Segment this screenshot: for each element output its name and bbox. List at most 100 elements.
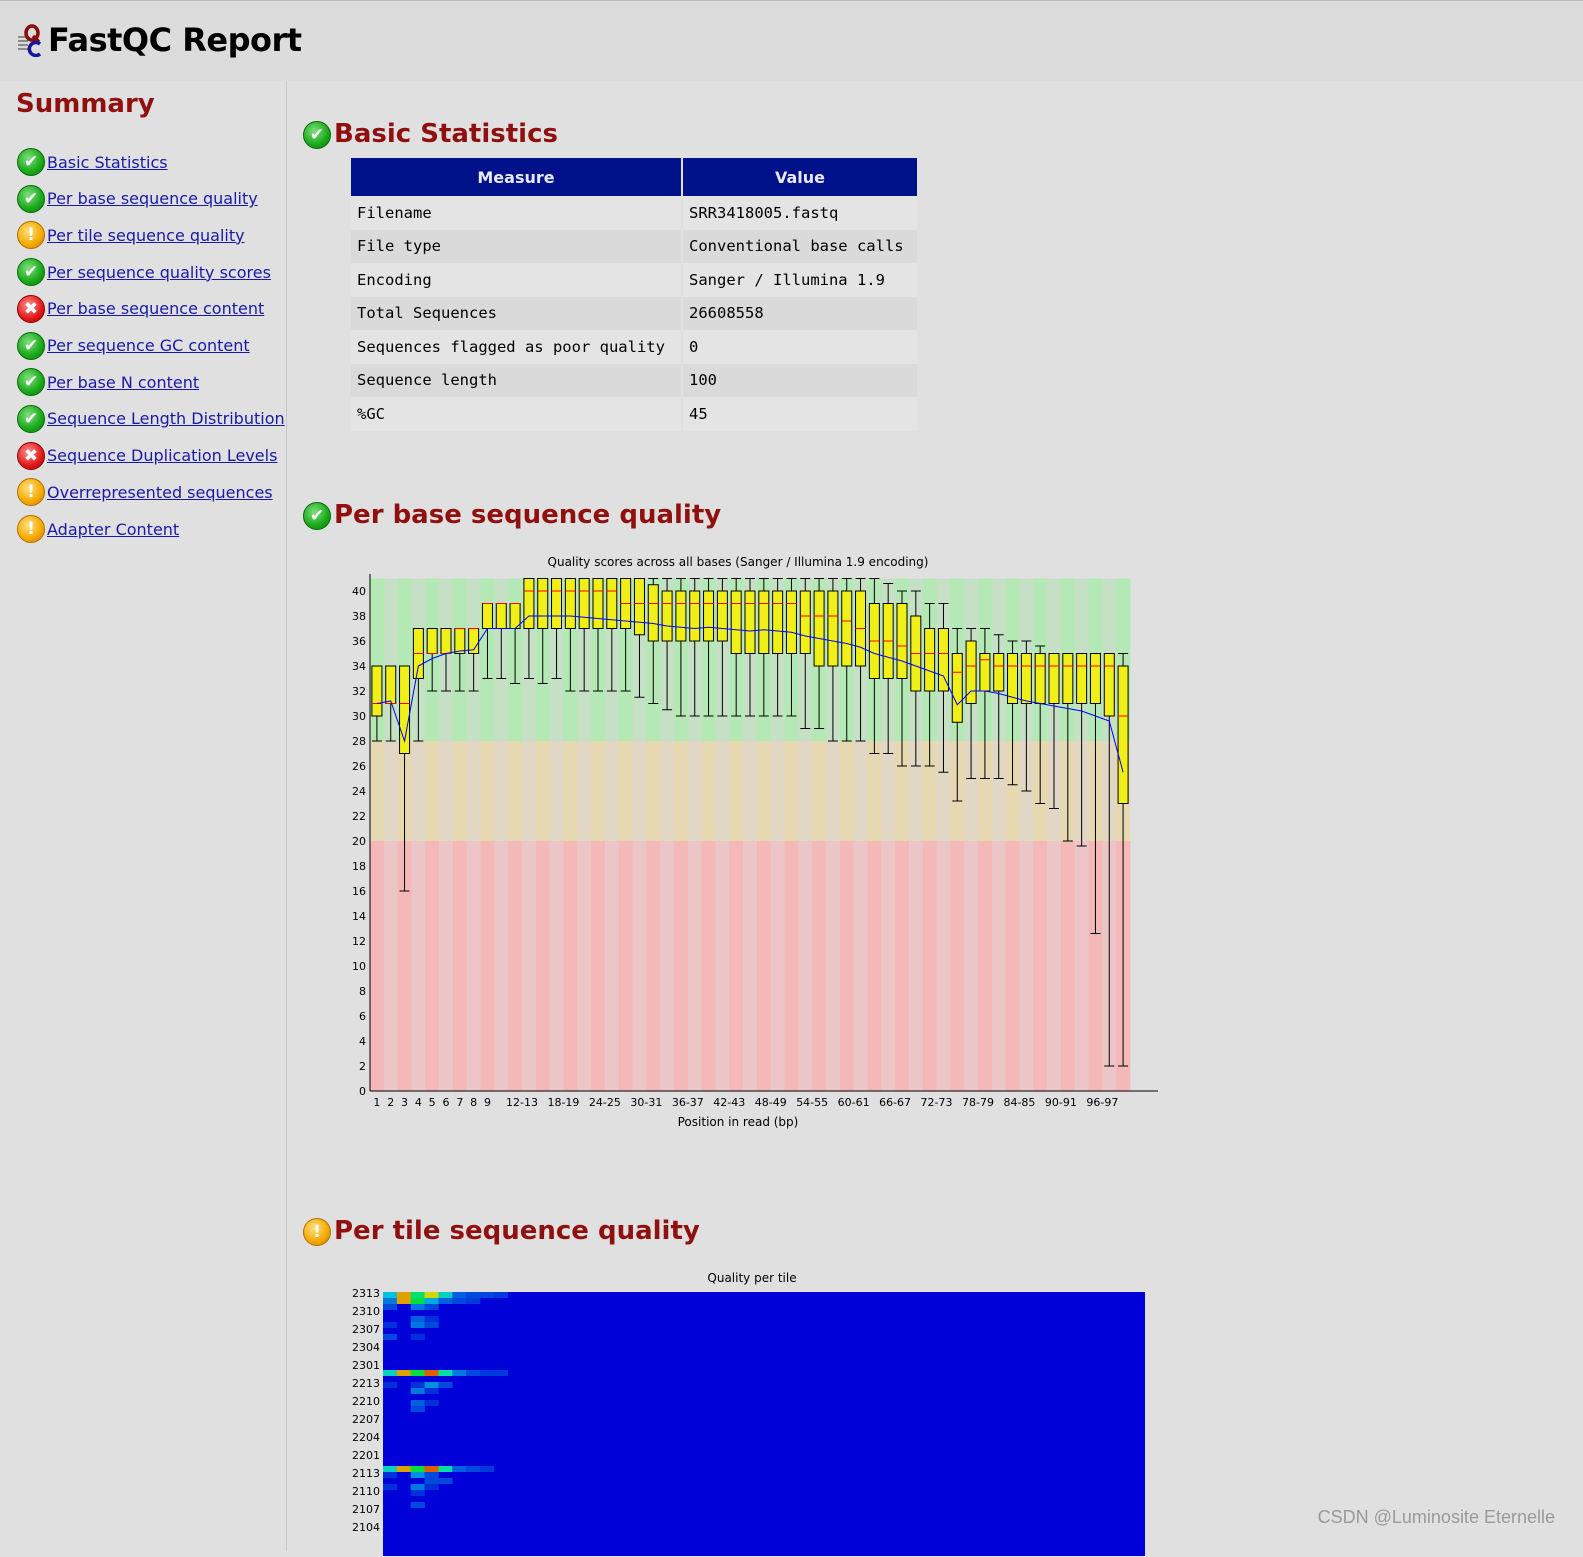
quality-band xyxy=(425,741,440,841)
y-tick-label: 18 xyxy=(352,860,366,873)
y-tick-label: 2304 xyxy=(352,1341,380,1354)
value-cell: Conventional base calls xyxy=(683,229,917,263)
quality-band xyxy=(439,841,454,1091)
x-tick-label: 12-13 xyxy=(506,1096,538,1109)
box xyxy=(481,603,493,629)
box xyxy=(523,578,535,629)
sidebar-item[interactable]: ! Per tile sequence quality xyxy=(17,220,245,250)
sidebar-link[interactable]: Per base sequence quality xyxy=(47,189,258,209)
quality-band xyxy=(1088,841,1103,1091)
box xyxy=(1062,653,1074,704)
heatmap-cell xyxy=(410,1484,425,1490)
quality-band xyxy=(577,841,592,1091)
table-row: Encoding Sanger / Illumina 1.9 xyxy=(351,263,917,297)
value-cell: 45 xyxy=(683,397,917,431)
sidebar-link[interactable]: Adapter Content xyxy=(47,519,180,539)
heatmap-cell xyxy=(410,1382,425,1388)
x-tick-label: 84-85 xyxy=(1003,1096,1035,1109)
box xyxy=(841,590,853,667)
heatmap-cell xyxy=(410,1400,425,1406)
x-tick-label: 66-67 xyxy=(879,1096,911,1109)
sidebar-link[interactable]: Per base N content xyxy=(47,372,200,392)
quality-band xyxy=(549,841,564,1091)
heatmap-cell xyxy=(383,1370,398,1376)
quality-band xyxy=(770,841,785,1091)
quality-band xyxy=(687,841,702,1091)
sidebar-link[interactable]: Per tile sequence quality xyxy=(47,225,245,245)
heatmap-cell xyxy=(438,1292,453,1298)
x-tick-label: 3 xyxy=(401,1096,408,1109)
quality-band xyxy=(895,841,910,1091)
sidebar-item[interactable]: ✖ Sequence Duplication Levels xyxy=(17,441,277,471)
per-tile-quality-heatmap: Quality per tile 2313 2310 2307 2304 2301 2213… xyxy=(352,1271,1145,1556)
sidebar-link[interactable]: Basic Statistics xyxy=(47,152,168,172)
quality-band xyxy=(591,841,606,1091)
box xyxy=(564,578,576,629)
y-tick-label: 2110 xyxy=(352,1485,380,1498)
y-tick-label: 0 xyxy=(359,1085,366,1098)
sidebar-link[interactable]: Sequence Length Distribution xyxy=(47,409,285,429)
quality-band xyxy=(784,841,799,1091)
table-row: Sequences flagged as poor quality 0 xyxy=(351,330,917,364)
sidebar-link[interactable]: Per sequence quality scores xyxy=(47,262,271,282)
heatmap-cell xyxy=(424,1382,439,1388)
pass-icon: ✔ xyxy=(17,368,45,397)
box xyxy=(1020,653,1032,704)
y-tick-label: 2104 xyxy=(352,1521,380,1534)
box xyxy=(799,590,811,654)
sidebar-item[interactable]: ! Overrepresented sequences xyxy=(17,477,273,507)
sidebar-item[interactable]: ✔ Basic Statistics xyxy=(17,147,168,177)
section-basic-statistics: ✔ Basic Statistics xyxy=(303,119,558,149)
x-tick-label: 7 xyxy=(456,1096,463,1109)
heatmap-cell xyxy=(424,1472,439,1478)
x-tick-label: 4 xyxy=(415,1096,422,1109)
box xyxy=(965,640,977,704)
heatmap-cell xyxy=(438,1382,453,1388)
sidebar-item[interactable]: ✔ Per sequence GC content xyxy=(17,331,250,361)
y-tick-label: 2210 xyxy=(352,1395,380,1408)
box xyxy=(785,590,797,654)
mean-line xyxy=(376,615,1124,773)
quality-band xyxy=(1047,841,1062,1091)
quality-band xyxy=(1005,841,1020,1091)
sidebar-item[interactable]: ✖ Per base sequence content xyxy=(17,294,264,324)
sidebar-item[interactable]: ✔ Per base N content xyxy=(17,367,199,397)
sidebar-link[interactable]: Overrepresented sequences xyxy=(47,482,273,502)
quality-band xyxy=(563,741,578,841)
measure-cell: Filename xyxy=(351,196,681,230)
box xyxy=(440,628,452,654)
heatmap-cell xyxy=(396,1466,412,1472)
heatmap-cell xyxy=(383,1472,398,1478)
sidebar-link[interactable]: Per sequence GC content xyxy=(47,336,250,355)
quality-band xyxy=(397,841,412,1091)
heatmap-cell xyxy=(479,1292,495,1298)
quality-band xyxy=(908,841,924,1091)
y-tick-label: 20 xyxy=(352,835,366,848)
y-tick-label: 2207 xyxy=(352,1413,380,1426)
heatmap-cell xyxy=(410,1490,425,1496)
sidebar-item[interactable]: ✔ Per base sequence quality xyxy=(17,184,258,214)
sidebar-item[interactable]: ✔ Per sequence quality scores xyxy=(17,257,271,287)
quality-band xyxy=(535,841,550,1091)
heatmap-cell xyxy=(424,1478,439,1484)
quality-band xyxy=(743,741,758,841)
box xyxy=(1076,653,1088,704)
quality-band xyxy=(729,841,744,1091)
sidebar-link[interactable]: Per base sequence content xyxy=(47,299,265,319)
measure-cell: %GC xyxy=(351,397,681,431)
quality-band xyxy=(853,841,868,1091)
quality-band xyxy=(964,841,979,1091)
sidebar-link[interactable]: Sequence Duplication Levels xyxy=(47,446,278,466)
pass-icon: ✔ xyxy=(303,121,331,149)
heatmap-cell xyxy=(466,1370,481,1376)
quality-band xyxy=(452,841,468,1091)
quality-band xyxy=(701,741,716,841)
sidebar-item[interactable]: ! Adapter Content xyxy=(17,514,179,544)
box xyxy=(371,665,383,717)
quality-band xyxy=(522,741,537,841)
heatmap-cell xyxy=(424,1484,439,1490)
sidebar-item[interactable]: ✔ Sequence Length Distribution xyxy=(17,404,285,434)
box xyxy=(813,590,825,667)
heatmap-cell xyxy=(493,1370,508,1376)
measure-cell: File type xyxy=(351,229,681,263)
